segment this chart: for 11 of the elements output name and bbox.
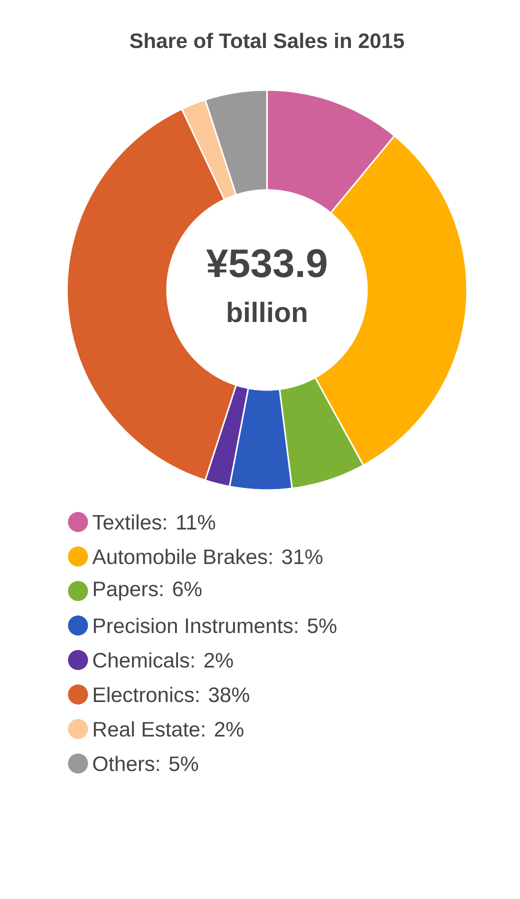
legend-label: Others: 5%: [93, 756, 198, 772]
legend-label: Real Estate: 2%: [94, 721, 244, 737]
legend-label: Electronics: 38%: [94, 686, 250, 702]
legend-label: Automobile Brakes: 31%: [92, 548, 322, 564]
text: billion: [228, 302, 306, 322]
text: ¥533.9: [206, 249, 326, 278]
chart-title: Share of Total Sales in 2015: [130, 32, 404, 48]
legend-label: Textiles: 11%: [92, 514, 216, 530]
legend-label: Papers: 6%: [94, 582, 202, 600]
legend-label: Chemicals: 2%: [93, 652, 233, 668]
legend-label: Precision Instruments: 5%: [94, 618, 336, 634]
